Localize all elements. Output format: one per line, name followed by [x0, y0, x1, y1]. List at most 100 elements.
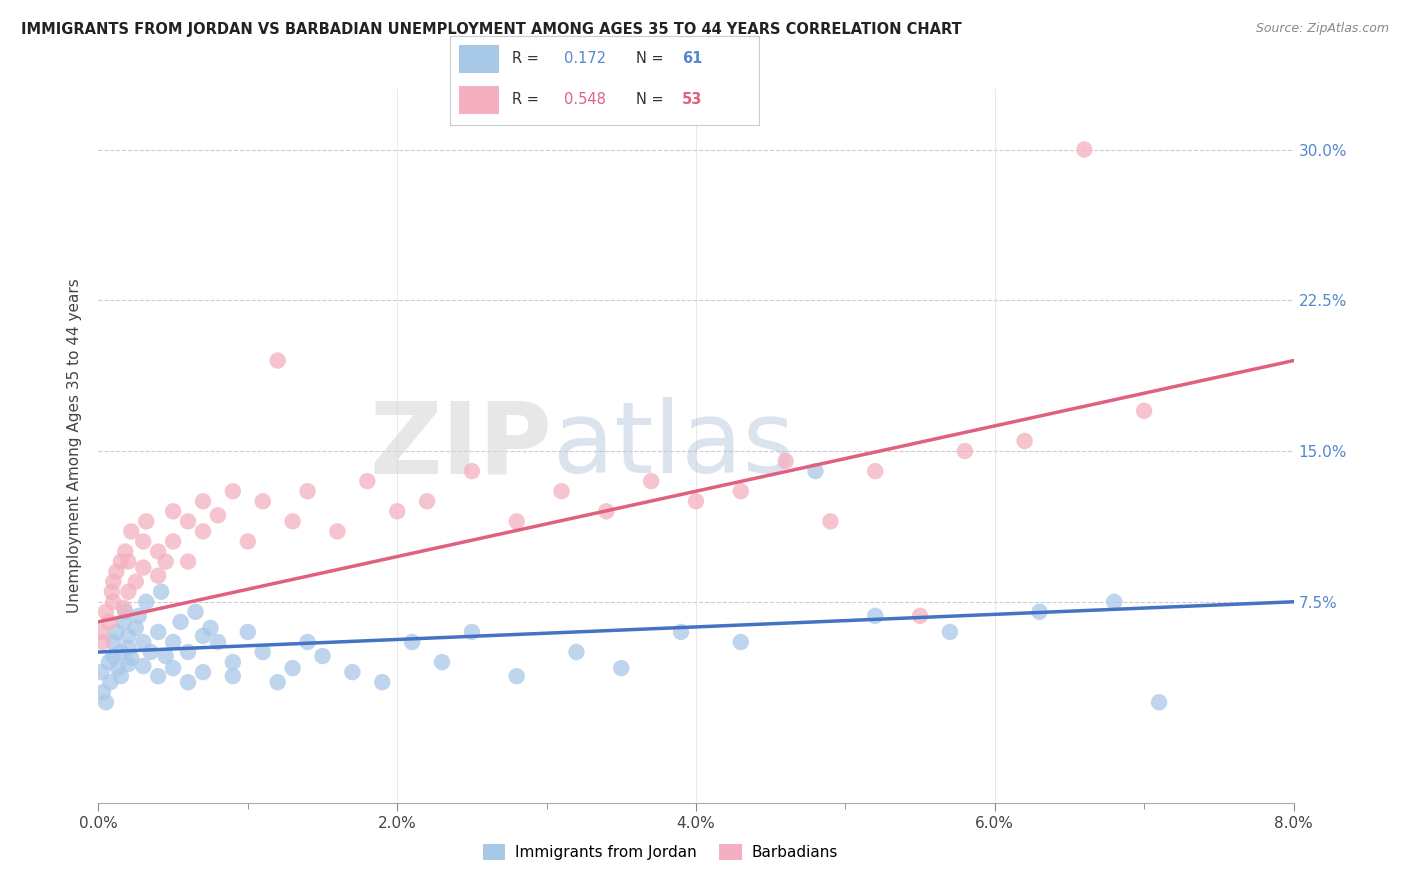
Point [132, 635, 155, 649]
Point [117, 657, 139, 672]
Point [148, 544, 170, 558]
Point [135, 515, 157, 529]
Point [110, 555, 132, 569]
Point [103, 595, 125, 609]
Point [236, 534, 259, 549]
Point [506, 669, 529, 683]
Point [222, 655, 245, 669]
Legend: Immigrants from Jordan, Barbadians: Immigrants from Jordan, Barbadians [477, 838, 844, 866]
Point [132, 659, 155, 673]
Point [177, 515, 200, 529]
Point [461, 464, 484, 478]
Point [506, 515, 529, 529]
Point [236, 624, 259, 639]
Point [177, 675, 200, 690]
Point [281, 515, 304, 529]
Point [155, 648, 177, 663]
Point [107, 661, 129, 675]
Text: 61: 61 [682, 52, 702, 66]
Point [117, 629, 139, 643]
Point [169, 615, 191, 629]
Point [730, 635, 752, 649]
Point [953, 444, 976, 458]
Point [1147, 695, 1170, 709]
Point [297, 484, 319, 499]
Point [252, 494, 274, 508]
Point [565, 645, 588, 659]
Point [94, 605, 117, 619]
Point [150, 584, 173, 599]
Point [105, 565, 128, 579]
Point [117, 640, 139, 655]
Point [103, 648, 125, 663]
Point [125, 574, 148, 589]
Point [103, 635, 125, 649]
Point [1073, 143, 1095, 157]
Point [385, 504, 409, 518]
Point [101, 584, 124, 599]
Point [191, 524, 214, 539]
Point [94, 695, 117, 709]
Point [135, 595, 157, 609]
Point [775, 454, 797, 468]
Point [97, 655, 120, 669]
Text: R =: R = [512, 52, 538, 66]
Point [939, 624, 962, 639]
FancyBboxPatch shape [460, 86, 499, 114]
Point [371, 675, 394, 690]
Point [112, 600, 135, 615]
Point [207, 635, 229, 649]
Point [191, 494, 214, 508]
Point [297, 635, 319, 649]
Point [117, 584, 139, 599]
Point [105, 624, 128, 639]
Point [90, 665, 112, 680]
Point [669, 624, 692, 639]
Point [222, 484, 245, 499]
Point [114, 544, 136, 558]
Text: IMMIGRANTS FROM JORDAN VS BARBADIAN UNEMPLOYMENT AMONG AGES 35 TO 44 YEARS CORRE: IMMIGRANTS FROM JORDAN VS BARBADIAN UNEM… [21, 22, 962, 37]
Text: atlas: atlas [553, 398, 794, 494]
Point [326, 524, 349, 539]
Point [200, 621, 222, 635]
Point [430, 655, 453, 669]
Point [110, 669, 132, 683]
Point [730, 484, 752, 499]
Point [177, 555, 200, 569]
Point [132, 560, 155, 574]
Point [97, 615, 120, 629]
Point [91, 685, 114, 699]
Point [640, 474, 662, 488]
Point [162, 635, 184, 649]
Point [1104, 595, 1126, 609]
Point [461, 624, 484, 639]
Point [162, 661, 184, 675]
Y-axis label: Unemployment Among Ages 35 to 44 years: Unemployment Among Ages 35 to 44 years [67, 278, 83, 614]
Point [177, 645, 200, 659]
Point [416, 494, 439, 508]
Point [1028, 605, 1050, 619]
Point [252, 645, 274, 659]
Point [356, 474, 378, 488]
Point [595, 504, 617, 518]
Point [98, 675, 122, 690]
Point [610, 661, 633, 675]
Point [155, 555, 177, 569]
Point [1014, 434, 1036, 448]
Point [820, 515, 842, 529]
Point [1133, 404, 1156, 418]
Point [222, 669, 245, 683]
Point [865, 464, 887, 478]
Point [90, 624, 112, 639]
Point [342, 665, 364, 680]
Text: N =: N = [636, 52, 664, 66]
Text: ZIP: ZIP [370, 398, 553, 494]
Point [401, 635, 423, 649]
Point [120, 651, 142, 665]
Point [148, 568, 170, 582]
Point [184, 605, 207, 619]
Point [550, 484, 572, 499]
Point [125, 621, 148, 635]
Point [120, 524, 142, 539]
Point [908, 608, 931, 623]
